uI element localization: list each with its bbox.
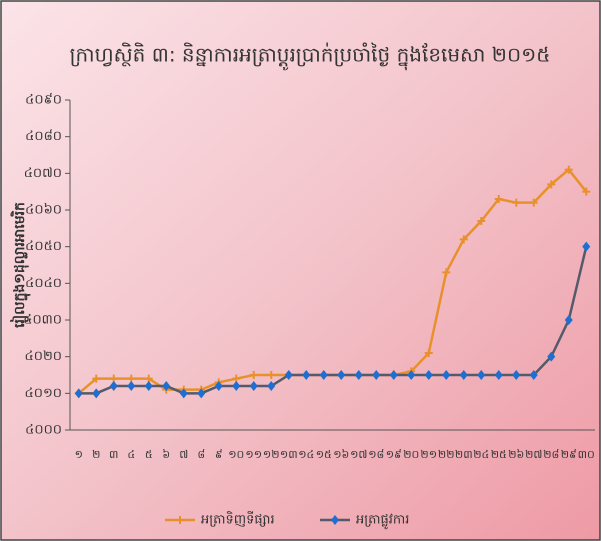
x-tick-label: ១៧ bbox=[350, 448, 367, 461]
y-tick-label: ៤០៦០ bbox=[25, 203, 62, 218]
x-tick-label: ២៨ bbox=[543, 448, 559, 461]
x-tick-label: ៣ bbox=[109, 448, 118, 461]
y-tick-label: ៤០០០ bbox=[25, 423, 62, 438]
y-tick-label: ៤០៣០ bbox=[23, 313, 62, 328]
x-tick-label: ២៩ bbox=[561, 448, 577, 461]
x-tick-label: ៦ bbox=[162, 448, 170, 461]
x-tick-label: ១២ bbox=[263, 448, 280, 461]
legend-label: អត្រាទិញទីផ្សារ bbox=[201, 511, 275, 528]
x-tick-label: ២៥ bbox=[491, 448, 507, 461]
x-tick-label: ២០ bbox=[403, 448, 419, 461]
x-tick-label: ៧ bbox=[179, 448, 188, 461]
x-tick-label: ៩ bbox=[215, 448, 223, 461]
y-tick-label: ៤០៩០ bbox=[25, 93, 62, 108]
y-tick-label: ៤០១០ bbox=[25, 386, 62, 401]
x-tick-label: ២ bbox=[92, 448, 100, 461]
x-tick-label: ១១ bbox=[245, 448, 262, 461]
x-tick-label: ២៦ bbox=[508, 448, 524, 461]
y-tick-label: ៤០៧០ bbox=[24, 166, 62, 181]
x-tick-label: ១៥ bbox=[316, 448, 332, 461]
x-tick-label: ១០ bbox=[228, 448, 244, 461]
legend-label: អត្រាផ្លូវការ bbox=[356, 513, 409, 530]
x-tick-label: ១៤ bbox=[298, 448, 314, 461]
x-tick-label: ២៧ bbox=[525, 448, 542, 461]
x-tick-label: ២២ bbox=[438, 448, 455, 461]
x-tick-label: ១៩ bbox=[386, 448, 402, 461]
x-tick-label: ២៤ bbox=[473, 448, 489, 461]
y-axis-label: រៀលក្នុង១ដុល្លារអាមេរិក bbox=[10, 202, 31, 328]
y-tick-label: ៤០៥០ bbox=[25, 239, 62, 254]
x-tick-label: ៣០ bbox=[578, 448, 595, 461]
x-tick-label: ៨ bbox=[197, 448, 205, 461]
chart: ក្រាហ្វស្ថិតិ ៣: និន្នាការអត្រាប្តូរប្រា… bbox=[0, 0, 601, 541]
y-tick-label: ៤០២០ bbox=[25, 349, 62, 364]
y-tick-label: ៤០៨០ bbox=[25, 129, 62, 144]
x-tick-label: ១៣ bbox=[280, 448, 298, 461]
x-tick-label: ១៦ bbox=[333, 448, 349, 461]
chart-title: ក្រាហ្វស្ថិតិ ៣: និន្នាការអត្រាប្តូរប្រា… bbox=[70, 42, 551, 71]
x-tick-label: ៤ bbox=[127, 448, 135, 461]
x-tick-label: ១៨ bbox=[368, 448, 384, 461]
x-tick-label: ២១ bbox=[420, 448, 437, 461]
x-tick-label: ៥ bbox=[145, 448, 153, 461]
y-tick-label: ៤០៤០ bbox=[25, 276, 62, 291]
x-tick-label: ១ bbox=[75, 448, 83, 461]
x-tick-label: ២៣ bbox=[455, 448, 473, 461]
